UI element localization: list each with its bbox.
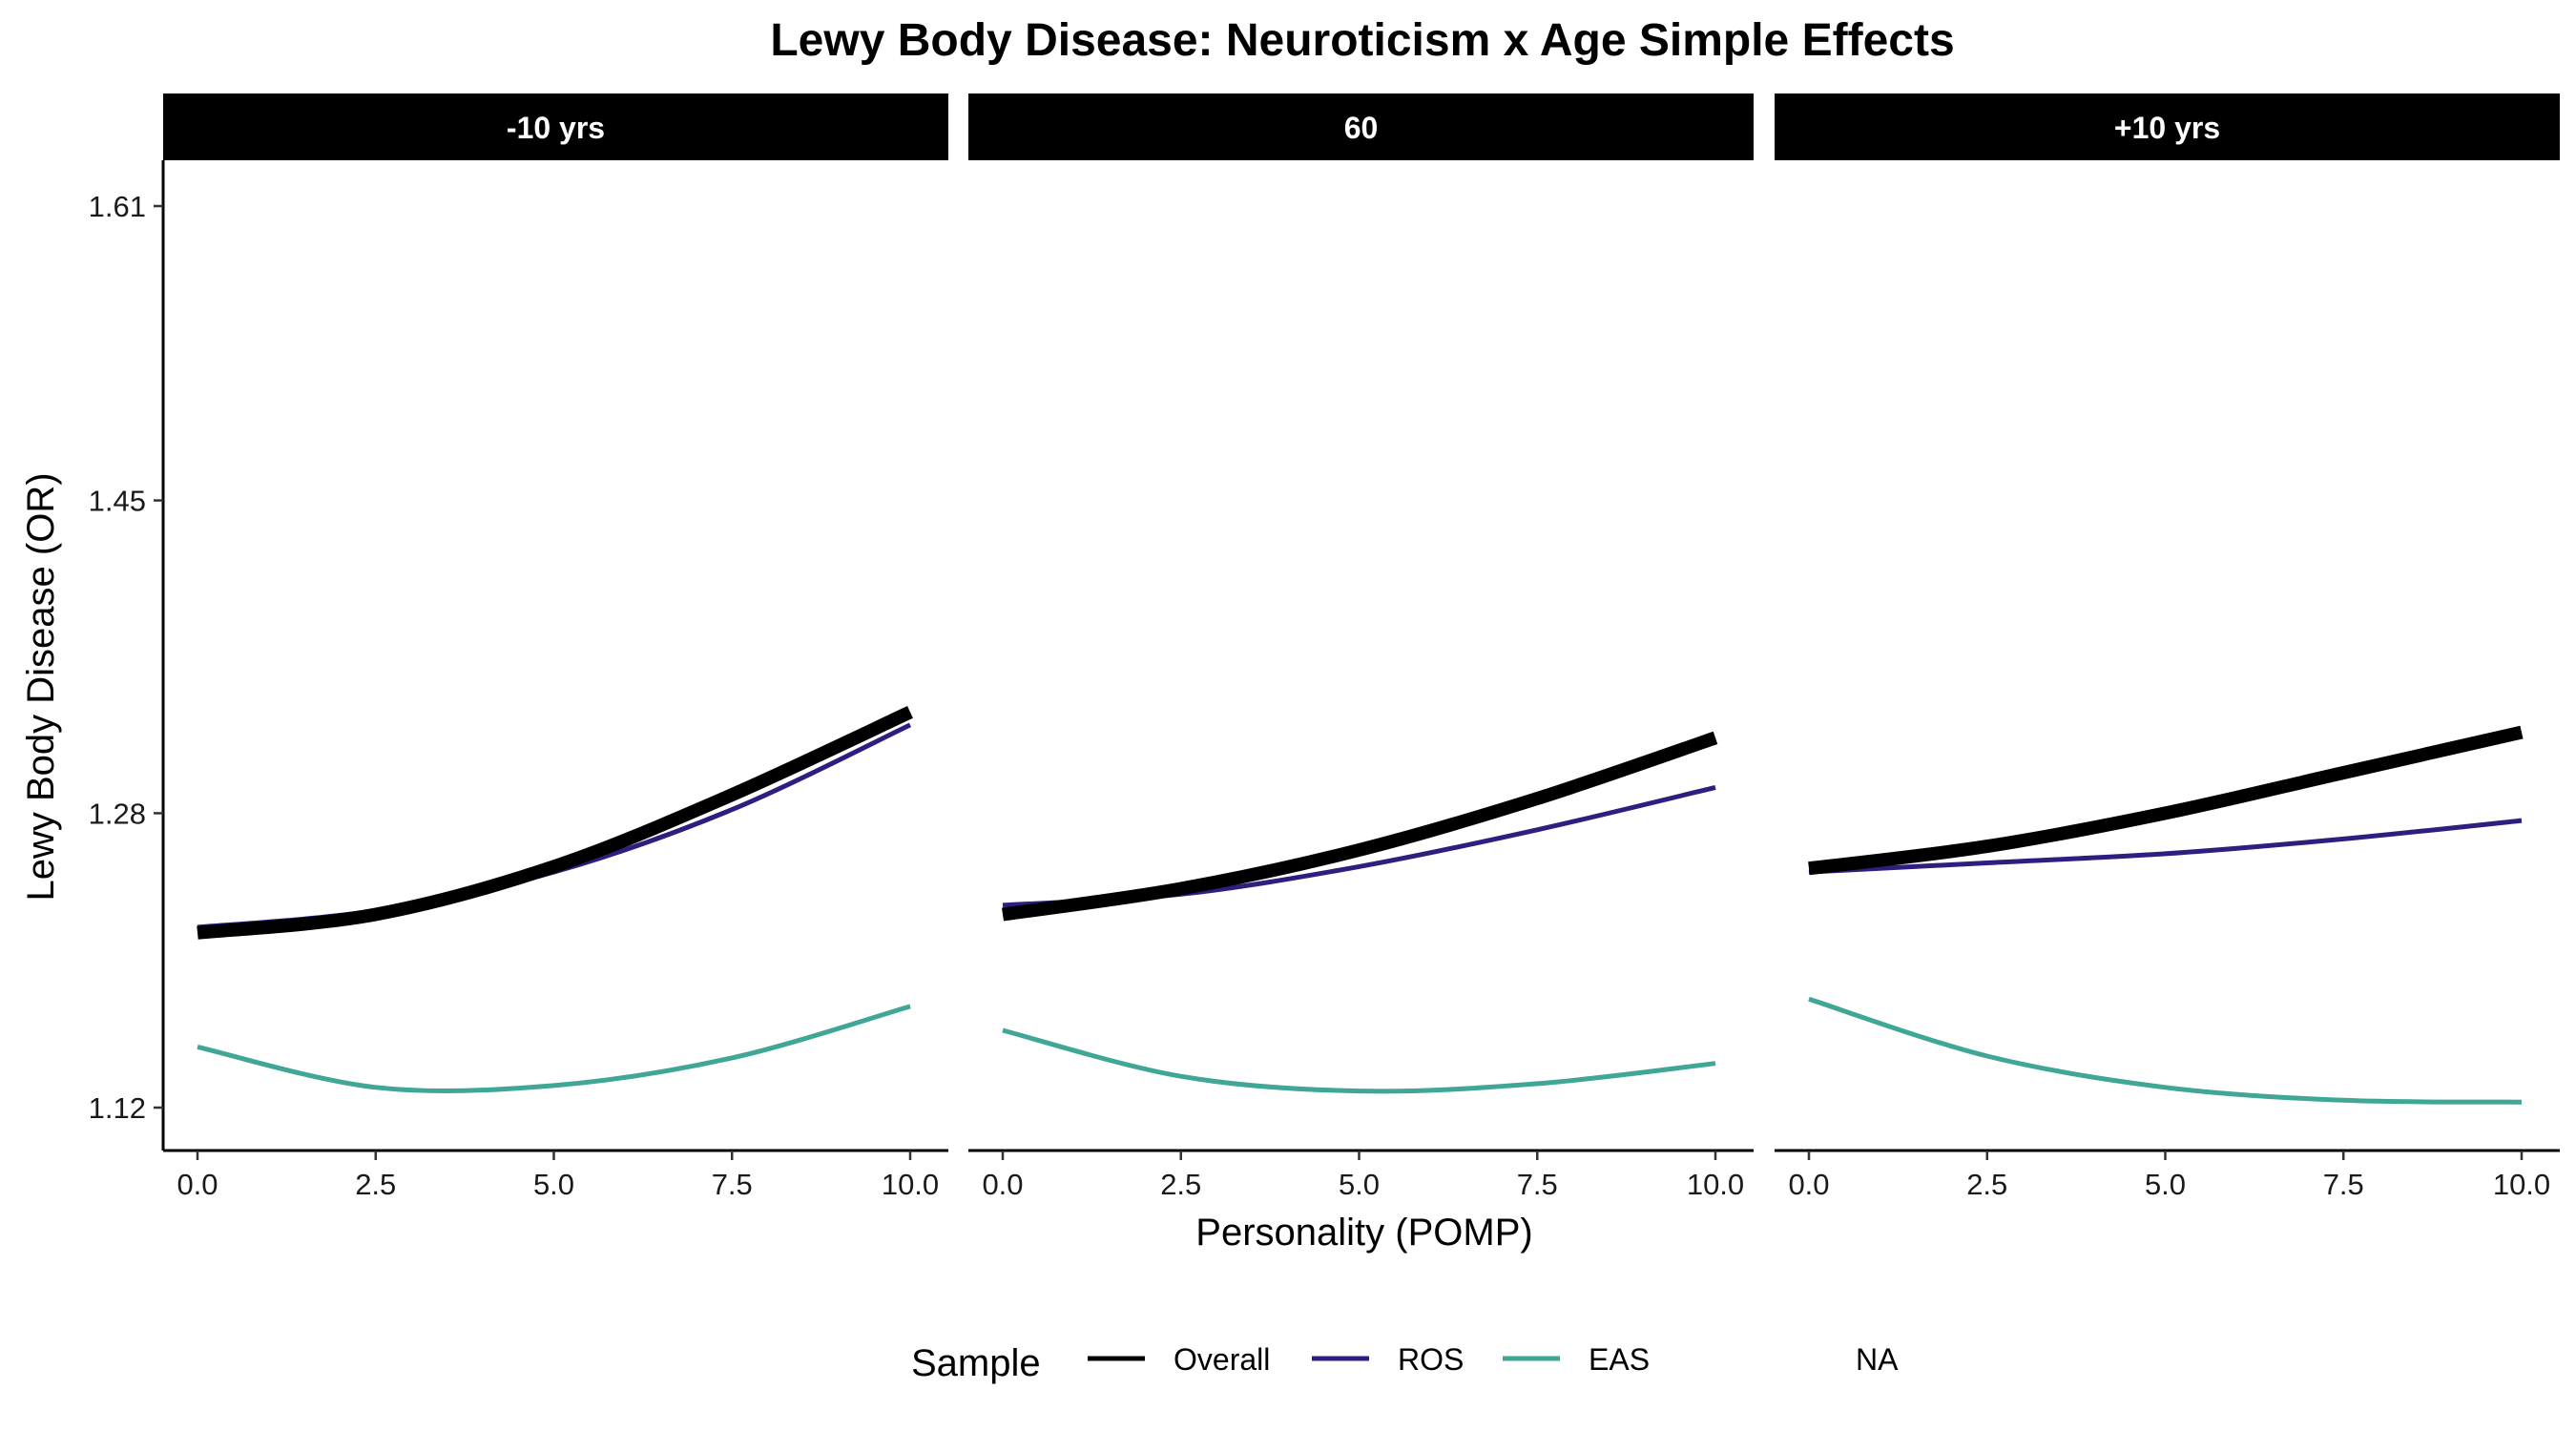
facet-panel-10-yrs: +10 yrs 0.0 2.5 5.0 7.5 10.0 [1775, 93, 2560, 1201]
facet-strip-label: +10 yrs [2114, 111, 2220, 145]
legend-title: Sample [911, 1342, 1041, 1384]
series-line-overall [197, 706, 913, 940]
facet-strip-label: -10 yrs [507, 111, 605, 145]
x-tick-label: 0.0 [982, 1168, 1023, 1201]
x-tick-label: 10.0 [2493, 1168, 2550, 1201]
series-line-eas [1002, 1027, 1716, 1094]
legend-item-ros: ROS [1312, 1342, 1464, 1377]
legend-item-eas: EAS [1503, 1342, 1650, 1377]
x-tick-label: 2.5 [1160, 1168, 1201, 1201]
y-tick-label: 1.28 [89, 797, 146, 830]
legend-label: Overall [1174, 1342, 1270, 1377]
facet-strip [1775, 93, 2560, 160]
x-tick-label: 2.5 [1966, 1168, 2007, 1201]
facet-strip-label: 60 [1344, 111, 1379, 145]
facet-panel-60: 60 0.0 2.5 5.0 7.5 10.0 [968, 93, 1754, 1201]
series-line-ros [1808, 818, 2523, 875]
legend-item-overall: Overall [1088, 1342, 1270, 1377]
x-tick-label: 5.0 [533, 1168, 574, 1201]
y-axis-title: Lewy Body Disease (OR) [20, 472, 62, 901]
y-tick-label: 1.45 [89, 485, 146, 518]
x-tick-label: 10.0 [1687, 1168, 1744, 1201]
legend-label: ROS [1398, 1342, 1464, 1377]
series-line-eas [1808, 996, 2523, 1105]
facet-panel-10-yrs: -10 yrs 0.0 2.5 5.0 7.5 10.0 1.12 1.28 1.45 1.61 [89, 93, 948, 1201]
x-tick-label: 0.0 [177, 1168, 218, 1201]
x-tick-label: 7.5 [2323, 1168, 2364, 1201]
series-line-eas [197, 1004, 911, 1093]
facet-strip [968, 93, 1754, 160]
x-tick-label: 5.0 [2145, 1168, 2186, 1201]
x-tick-label: 7.5 [712, 1168, 753, 1201]
x-tick-label: 7.5 [1517, 1168, 1558, 1201]
y-tick-label: 1.12 [89, 1091, 146, 1125]
chart-title: Lewy Body Disease: Neuroticism x Age Sim… [770, 15, 1954, 66]
x-tick-label: 10.0 [882, 1168, 939, 1201]
legend: Sample Overall ROS EAS NA [911, 1342, 1899, 1384]
facet-strip [163, 93, 948, 160]
series-line-overall [1001, 731, 1718, 922]
facet-panels: -10 yrs 0.0 2.5 5.0 7.5 10.0 1.12 1.28 1.45 1.61 6… [89, 93, 2560, 1201]
x-axis-title: Personality (POMP) [1195, 1212, 1532, 1254]
y-tick-label: 1.61 [89, 190, 146, 223]
series-line-overall [1808, 725, 2524, 876]
legend-label: NA [1856, 1342, 1899, 1377]
legend-item-na: NA [1856, 1342, 1899, 1377]
legend-label: EAS [1589, 1342, 1650, 1377]
x-tick-label: 2.5 [355, 1168, 396, 1201]
x-tick-label: 5.0 [1339, 1168, 1380, 1201]
x-tick-label: 0.0 [1788, 1168, 1829, 1201]
